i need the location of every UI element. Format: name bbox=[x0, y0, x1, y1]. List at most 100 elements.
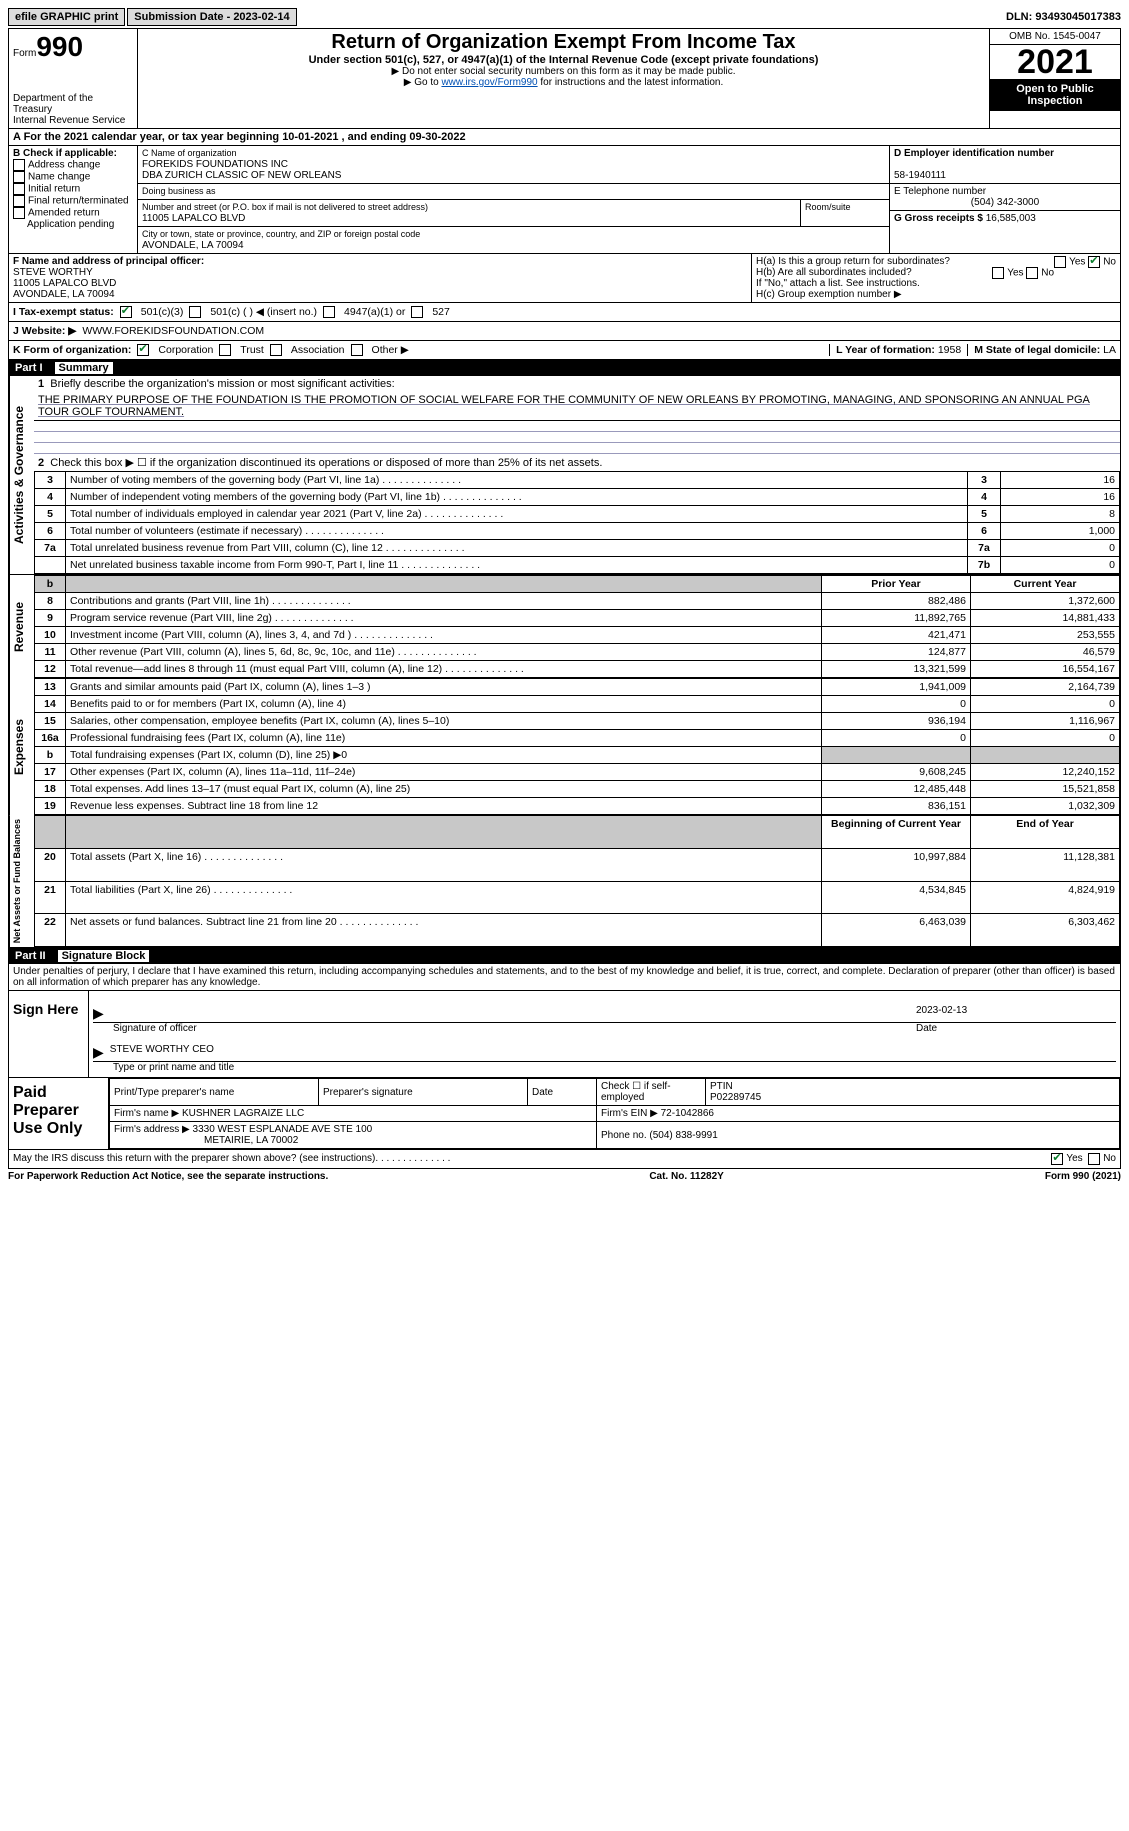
phone-value: (504) 342-3000 bbox=[894, 197, 1116, 208]
form-container: Form990 Department of the Treasury Inter… bbox=[8, 28, 1121, 1169]
firm-name-label: Firm's name ▶ bbox=[114, 1108, 179, 1119]
check-label-3: Final return/terminated bbox=[28, 196, 129, 207]
sign-here-label: Sign Here bbox=[9, 991, 89, 1078]
hb-yes[interactable] bbox=[992, 267, 1004, 279]
k-corp[interactable] bbox=[137, 344, 149, 356]
c-name-label: C Name of organization bbox=[142, 148, 237, 158]
room-label: Room/suite bbox=[805, 202, 851, 212]
preparer-table: Print/Type preparer's name Preparer's si… bbox=[109, 1078, 1120, 1149]
sig-officer-label: Signature of officer bbox=[113, 1023, 197, 1034]
dln-label: DLN: 93493045017383 bbox=[1006, 11, 1121, 23]
m-val: LA bbox=[1103, 344, 1116, 356]
j-label: J Website: ▶ bbox=[13, 325, 76, 337]
cat-no: Cat. No. 11282Y bbox=[649, 1171, 723, 1182]
part2-header: Part II Signature Block bbox=[9, 948, 1120, 964]
note2-post: for instructions and the latest informat… bbox=[538, 77, 724, 88]
no-lbl: No bbox=[1103, 257, 1116, 268]
ein-value: 58-1940111 bbox=[894, 170, 946, 181]
vert-rev: Revenue bbox=[9, 575, 34, 678]
form-title: Return of Organization Exempt From Incom… bbox=[144, 31, 983, 54]
date-label: Date bbox=[916, 1023, 1116, 1034]
arrow-icon: ▶ bbox=[93, 1005, 104, 1022]
form-ref: Form 990 (2021) bbox=[1045, 1171, 1121, 1182]
section-a-period: A For the 2021 calendar year, or tax yea… bbox=[9, 129, 1120, 146]
firm-addr-label: Firm's address ▶ bbox=[114, 1124, 190, 1135]
no-lbl2: No bbox=[1041, 268, 1054, 279]
m-label: M State of legal domicile: bbox=[974, 344, 1100, 356]
city-state-zip: AVONDALE, LA 70094 bbox=[142, 240, 244, 251]
check-label-5: Application pending bbox=[27, 219, 114, 230]
street-address: 11005 LAPALCO BLVD bbox=[142, 213, 245, 224]
firm-addr2: METAIRIE, LA 70002 bbox=[204, 1135, 298, 1146]
signature-section: Under penalties of perjury, I declare th… bbox=[9, 964, 1120, 1168]
officer-name: STEVE WORTHY bbox=[13, 267, 93, 278]
netassets-block: Net Assets or Fund Balances Beginning of… bbox=[9, 815, 1120, 948]
dept-label: Department of the Treasury bbox=[13, 93, 133, 115]
discuss-yes-lbl: Yes bbox=[1066, 1153, 1082, 1165]
revenue-table: bPrior YearCurrent Year 8Contributions a… bbox=[34, 575, 1120, 678]
submission-date-button[interactable]: Submission Date - 2023-02-14 bbox=[127, 8, 296, 26]
i-527[interactable] bbox=[411, 306, 423, 318]
i-4947[interactable] bbox=[323, 306, 335, 318]
discuss-no[interactable] bbox=[1088, 1153, 1100, 1165]
vert-na: Net Assets or Fund Balances bbox=[9, 815, 34, 947]
phone-label: E Telephone number bbox=[894, 186, 986, 197]
irs-link[interactable]: www.irs.gov/Form990 bbox=[441, 77, 537, 88]
check-address-change[interactable] bbox=[13, 159, 25, 171]
discuss-yes[interactable] bbox=[1051, 1153, 1063, 1165]
section-h: H(a) Is this a group return for subordin… bbox=[752, 254, 1120, 303]
firm-ein: 72-1042866 bbox=[661, 1108, 714, 1119]
sig-date: 2023-02-13 bbox=[916, 1005, 1116, 1022]
na-py-hdr: Beginning of Current Year bbox=[822, 816, 971, 849]
yes-lbl: Yes bbox=[1069, 257, 1085, 268]
hb-note: If "No," attach a list. See instructions… bbox=[756, 278, 1116, 289]
f-label: F Name and address of principal officer: bbox=[13, 256, 204, 267]
penalty-text: Under penalties of perjury, I declare th… bbox=[9, 964, 1120, 990]
header-row: Form990 Department of the Treasury Inter… bbox=[9, 29, 1120, 129]
hb-no[interactable] bbox=[1026, 267, 1038, 279]
expenses-table: 13Grants and similar amounts paid (Part … bbox=[34, 678, 1120, 815]
header-right: OMB No. 1545-0047 2021 Open to Public In… bbox=[990, 29, 1120, 128]
form-subtitle: Under section 501(c), 527, or 4947(a)(1)… bbox=[144, 54, 983, 66]
right-info-block: D Employer identification number 58-1940… bbox=[890, 146, 1120, 254]
officer-addr1: 11005 LAPALCO BLVD bbox=[13, 278, 116, 289]
ha-no[interactable] bbox=[1088, 256, 1100, 268]
k-assoc[interactable] bbox=[270, 344, 282, 356]
check-amended-return[interactable] bbox=[13, 207, 25, 219]
hb-label: H(b) Are all subordinates included? bbox=[756, 267, 912, 278]
py-hdr: Prior Year bbox=[822, 576, 971, 593]
firm-name: KUSHNER LAGRAIZE LLC bbox=[182, 1108, 304, 1119]
addr-label: Number and street (or P.O. box if mail i… bbox=[142, 202, 428, 212]
i-501c3[interactable] bbox=[120, 306, 132, 318]
check-name-change[interactable] bbox=[13, 171, 25, 183]
entity-row: B Check if applicable: Address change Na… bbox=[9, 146, 1120, 254]
section-f: F Name and address of principal officer:… bbox=[9, 254, 752, 303]
firm-ein-label: Firm's EIN ▶ bbox=[601, 1108, 658, 1119]
section-j-row: J Website: ▶ WWW.FOREKIDSFOUNDATION.COM bbox=[9, 322, 1120, 341]
i-501c[interactable] bbox=[189, 306, 201, 318]
form-number: 990 bbox=[36, 31, 83, 62]
section-b-title: B Check if applicable: bbox=[13, 148, 117, 159]
k-label: K Form of organization: bbox=[13, 344, 131, 356]
k-o1: Corporation bbox=[158, 344, 213, 356]
ha-yes[interactable] bbox=[1054, 256, 1066, 268]
i-o2: 501(c) ( ) ◀ (insert no.) bbox=[210, 306, 317, 318]
check-final-return[interactable] bbox=[13, 195, 25, 207]
preparer-grid: Paid Preparer Use Only Print/Type prepar… bbox=[9, 1078, 1120, 1149]
k-trust[interactable] bbox=[219, 344, 231, 356]
discuss-label: May the IRS discuss this return with the… bbox=[13, 1153, 375, 1165]
k-other[interactable] bbox=[351, 344, 363, 356]
i-o4: 527 bbox=[432, 306, 450, 318]
efile-button[interactable]: efile GRAPHIC print bbox=[8, 8, 125, 26]
dots bbox=[375, 1153, 1051, 1165]
privacy-note: ▶ Do not enter social security numbers o… bbox=[144, 66, 983, 77]
form-label: Form bbox=[13, 48, 36, 59]
officer-addr2: AVONDALE, LA 70094 bbox=[13, 289, 115, 300]
tax-year: 2021 bbox=[990, 45, 1120, 79]
l-label: L Year of formation: bbox=[836, 344, 935, 356]
gross-receipts-value: 16,585,003 bbox=[986, 213, 1036, 224]
city-label: City or town, state or province, country… bbox=[142, 229, 420, 239]
check-initial-return[interactable] bbox=[13, 183, 25, 195]
firm-phone-label: Phone no. bbox=[601, 1130, 647, 1141]
pt-date-label: Date bbox=[528, 1079, 597, 1106]
